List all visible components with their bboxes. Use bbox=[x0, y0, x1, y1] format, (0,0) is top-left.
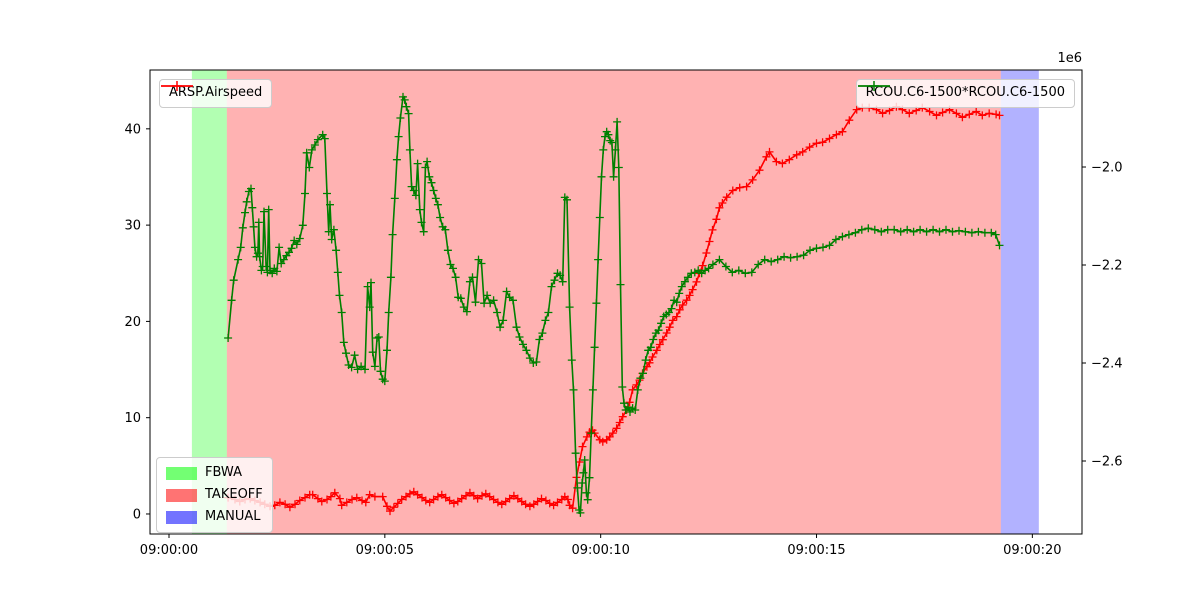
legend-manual-label: MANUAL bbox=[205, 508, 261, 524]
legend-row-takeoff: TAKEOFF bbox=[166, 484, 263, 506]
y-right-offset-label: 1e6 bbox=[1057, 51, 1082, 66]
airspeed-line-sample-icon bbox=[161, 81, 193, 91]
y-left-tick-label: 30 bbox=[124, 219, 141, 234]
mode-band-fbwa bbox=[191, 70, 227, 534]
y-left-tick-label: 10 bbox=[124, 411, 141, 426]
y-left-tick-label: 0 bbox=[133, 507, 141, 522]
y-left-tick-label: 20 bbox=[124, 315, 141, 330]
x-tick-label: 09:00:20 bbox=[1003, 543, 1061, 558]
mode-bands bbox=[191, 70, 1039, 534]
legend-airspeed: ARSP.Airspeed bbox=[159, 79, 273, 108]
series-rcou bbox=[224, 92, 1004, 517]
legend-row-fbwa: FBWA bbox=[166, 462, 263, 484]
legend-rcou: RCOU.C6-1500*RCOU.C6-1500 bbox=[855, 79, 1075, 108]
mode-band-manual bbox=[1000, 70, 1039, 534]
mode-band-takeoff bbox=[226, 70, 1001, 534]
x-tick-label: 09:00:15 bbox=[787, 543, 845, 558]
plot-border bbox=[149, 69, 1083, 535]
legend-row-manual: MANUAL bbox=[166, 506, 263, 528]
y-right-tick-label: −2.4 bbox=[1091, 357, 1123, 372]
legend-flight-modes: FBWA TAKEOFF MANUAL bbox=[156, 457, 273, 533]
rcou-line-sample-icon bbox=[857, 81, 890, 91]
axes: 09:00:00 09:00:05 09:00:10 09:00:15 09:00:20… bbox=[124, 51, 1122, 558]
legend-takeoff-label: TAKEOFF bbox=[205, 486, 263, 502]
series-markers bbox=[224, 92, 1004, 517]
y-left-tick-label: 40 bbox=[124, 122, 141, 137]
x-tick-label: 09:00:00 bbox=[140, 543, 198, 558]
takeoff-swatch-icon bbox=[166, 488, 197, 502]
legend-fbwa-label: FBWA bbox=[205, 464, 242, 480]
legend-airspeed-label: ARSP.Airspeed bbox=[169, 85, 263, 100]
y-right-tick-label: −2.6 bbox=[1091, 454, 1123, 469]
y-right-tick-label: −2.0 bbox=[1091, 161, 1123, 176]
y-right-tick-label: −2.2 bbox=[1091, 259, 1123, 274]
manual-swatch-icon bbox=[166, 510, 197, 524]
legend-rcou-label: RCOU.C6-1500*RCOU.C6-1500 bbox=[865, 85, 1065, 100]
x-tick-label: 09:00:05 bbox=[356, 543, 414, 558]
x-tick-label: 09:00:10 bbox=[571, 543, 629, 558]
fbwa-swatch-icon bbox=[166, 466, 197, 480]
